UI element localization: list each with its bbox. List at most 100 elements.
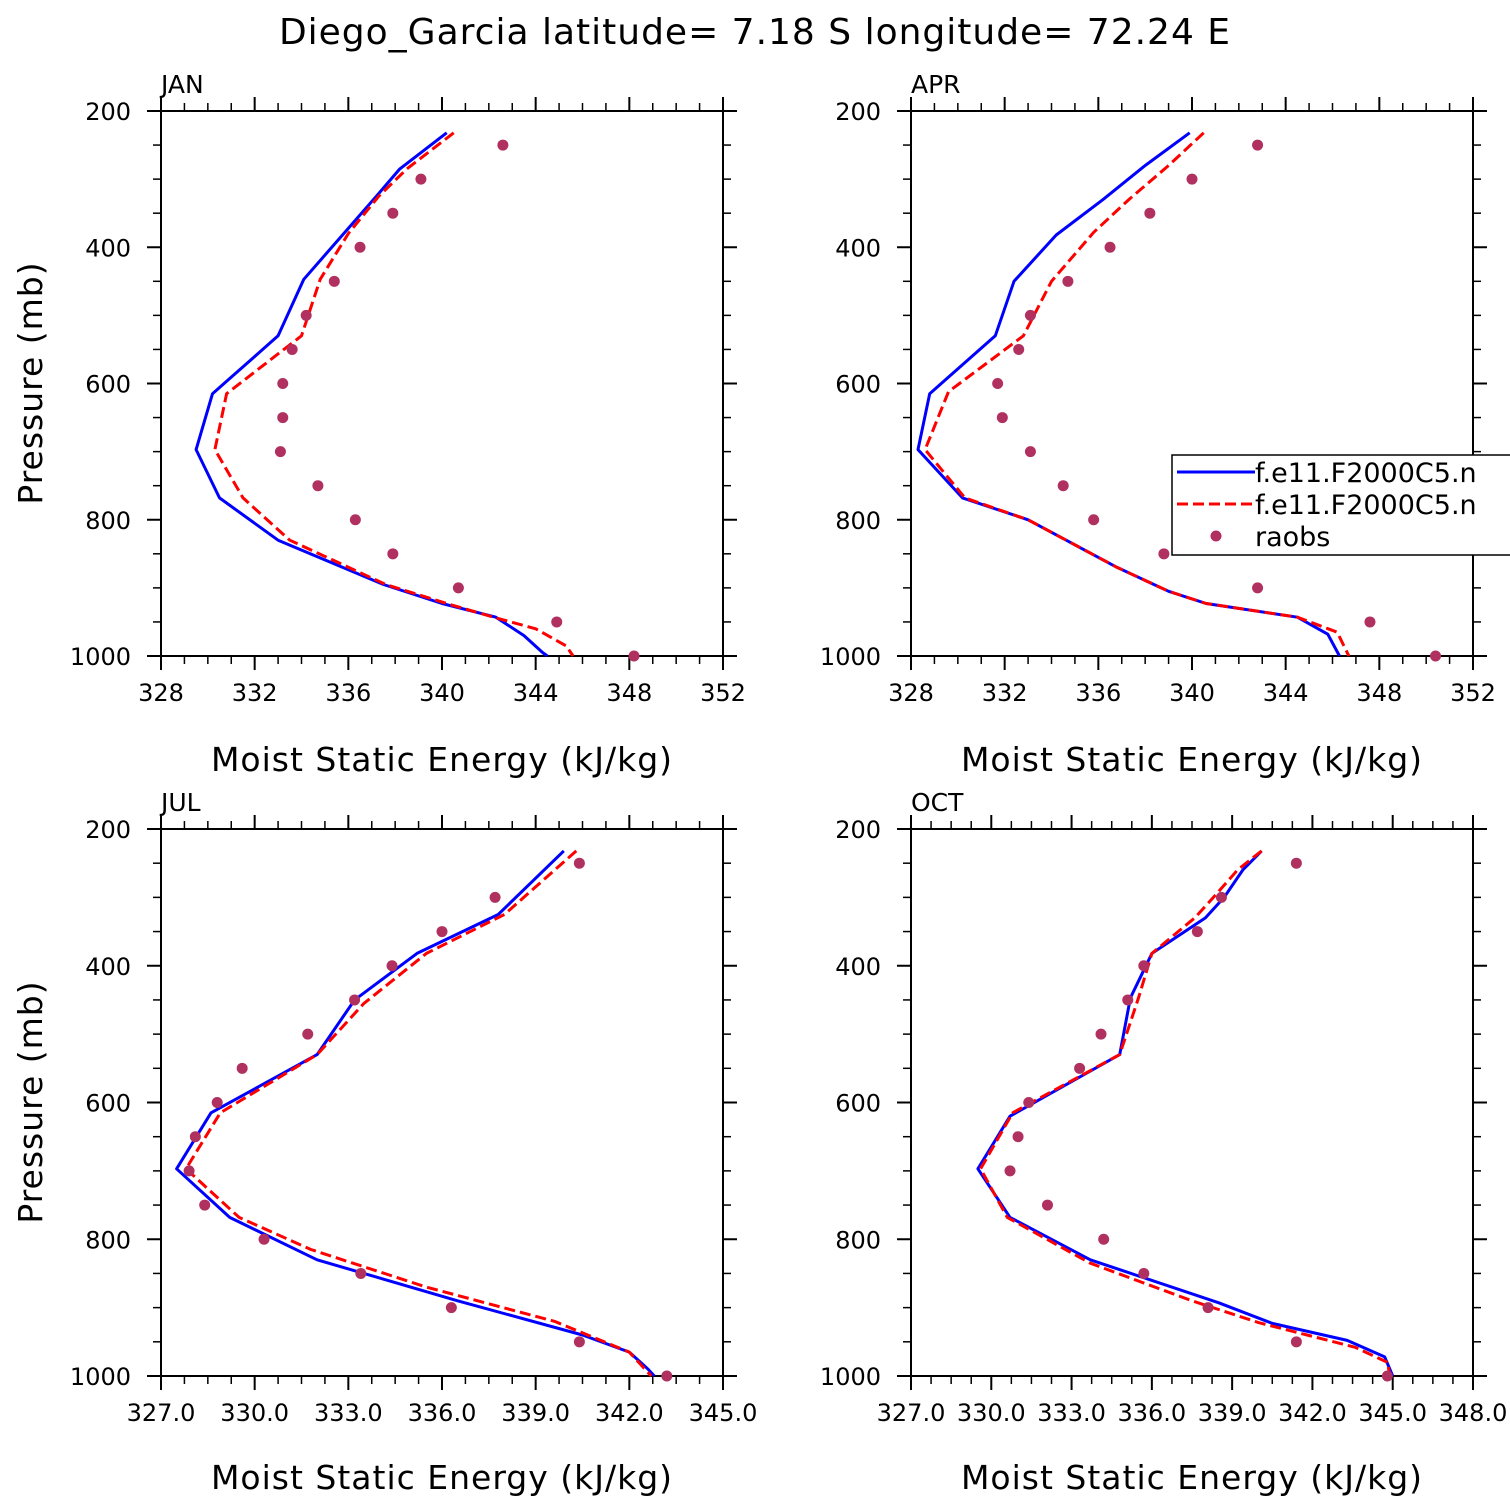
y-tick-label: 800 (85, 1226, 131, 1254)
raobs-point (1098, 1233, 1110, 1245)
raobs-point (1252, 139, 1264, 151)
raobs-point (452, 582, 464, 594)
raobs-point (286, 343, 298, 355)
model-series-dashed (184, 849, 653, 1378)
raobs-point (1138, 1267, 1150, 1279)
raobs-point (189, 1131, 201, 1143)
x-axis-label: Moist Static Energy (kJ/kg) (211, 1458, 673, 1497)
panel-oct: OCT Moist Static Energy (kJ/kg) 327.0 330… (820, 788, 1507, 1497)
x-tick-label: 332 (232, 679, 278, 707)
legend: f.e11.F2000C5.n f.e11.F2000C5.n raobs (1171, 454, 1510, 556)
raobs-point (497, 139, 509, 151)
x-tick-label: 348 (1356, 679, 1402, 707)
model-series-solid (175, 849, 656, 1378)
panel-title: JUL (159, 788, 201, 817)
raobs-point (1202, 1302, 1214, 1314)
x-axis-label: Moist Static Energy (kJ/kg) (961, 740, 1423, 779)
raobs-point (1024, 446, 1036, 458)
y-tick-label: 400 (85, 234, 131, 262)
x-tick-label: 328 (138, 679, 184, 707)
panel-title: OCT (911, 788, 964, 817)
y-tick-label: 600 (835, 1090, 881, 1118)
raobs-point (628, 650, 640, 662)
x-tick-label: 348 (606, 679, 652, 707)
legend-label-3: raobs (1255, 522, 1330, 553)
y-tick-label: 200 (85, 816, 131, 844)
raobs-point (386, 960, 398, 972)
plot-frame (160, 110, 724, 657)
raobs-point (387, 548, 399, 560)
raobs-point (1041, 1199, 1053, 1211)
y-tick-label: 1000 (820, 1363, 881, 1391)
y-tick-label: 200 (835, 816, 881, 844)
x-tick-label: 340 (1169, 679, 1215, 707)
raobs-point (1122, 994, 1134, 1006)
x-tick-label: 333.0 (1037, 1399, 1106, 1427)
raobs-point (1144, 207, 1156, 219)
raobs-point (349, 994, 361, 1006)
y-tick-label: 400 (835, 234, 881, 262)
raobs-point (551, 616, 563, 628)
y-tick-label: 200 (835, 98, 881, 126)
x-tick-label: 342.0 (1278, 1399, 1347, 1427)
raobs-point (312, 480, 324, 492)
raobs-point (1158, 548, 1170, 560)
raobs-point (1095, 1028, 1107, 1040)
raobs-point (355, 1267, 367, 1279)
x-tick-label: 339.0 (1198, 1399, 1267, 1427)
plot-area: 328 332 336 340 344 348 352 200 400 600 800 1000 (820, 97, 1496, 707)
x-axis-label: Moist Static Energy (kJ/kg) (961, 1458, 1423, 1497)
y-tick-label: 400 (85, 953, 131, 981)
x-axis-label: Moist Static Energy (kJ/kg) (211, 740, 673, 779)
raobs-point (661, 1370, 673, 1382)
raobs-point (1004, 1165, 1016, 1177)
raobs-point (1012, 1131, 1024, 1143)
x-tick-label: 339.0 (501, 1399, 570, 1427)
x-tick-label: 332 (982, 679, 1028, 707)
raobs-point (1191, 926, 1203, 938)
panel-title: JAN (159, 70, 204, 99)
raobs-point (1290, 1336, 1302, 1348)
raobs-point (199, 1199, 211, 1211)
raobs-point (1062, 275, 1074, 287)
x-tick-label: 336 (325, 679, 371, 707)
y-tick-label: 600 (85, 371, 131, 399)
model-series-dashed (979, 849, 1392, 1377)
raobs-point (1138, 960, 1150, 972)
plot-frame (160, 828, 724, 1377)
raobs-point (354, 241, 366, 253)
x-tick-label: 344 (1263, 679, 1309, 707)
y-tick-label: 600 (835, 371, 881, 399)
raobs-point (573, 857, 585, 869)
raobs-point (328, 275, 340, 287)
x-tick-label: 340 (419, 679, 465, 707)
plot-area: 328 332 336 340 344 348 352 200 400 600 800 1000 (70, 97, 746, 707)
raobs-point (1104, 241, 1116, 253)
y-tick-label: 800 (85, 507, 131, 535)
x-tick-label: 352 (700, 679, 746, 707)
raobs-point (996, 412, 1008, 424)
legend-label-1: f.e11.F2000C5.n (1255, 458, 1477, 489)
raobs-point (274, 446, 286, 458)
model-series-dashed (213, 131, 575, 657)
raobs-point (387, 207, 399, 219)
raobs-point (1252, 582, 1264, 594)
x-tick-label: 333.0 (314, 1399, 383, 1427)
x-tick-label: 336 (1075, 679, 1121, 707)
y-axis-label: Pressure (mb) (11, 261, 50, 504)
x-tick-label: 328 (888, 679, 934, 707)
y-axis-label: Pressure (mb) (11, 980, 50, 1223)
x-tick-label: 348.0 (1439, 1399, 1508, 1427)
model-series-solid (194, 131, 549, 658)
y-tick-label: 800 (835, 1226, 881, 1254)
raobs-point (415, 173, 427, 185)
raobs-point (1024, 309, 1036, 321)
raobs-point (300, 309, 312, 321)
panel-jan: JAN Moist Static Energy (kJ/kg) Pressure… (11, 70, 746, 779)
raobs-point (302, 1028, 314, 1040)
x-tick-label: 352 (1450, 679, 1496, 707)
raobs-point (1088, 514, 1100, 526)
raobs-point (1215, 891, 1227, 903)
raobs-point (1364, 616, 1376, 628)
